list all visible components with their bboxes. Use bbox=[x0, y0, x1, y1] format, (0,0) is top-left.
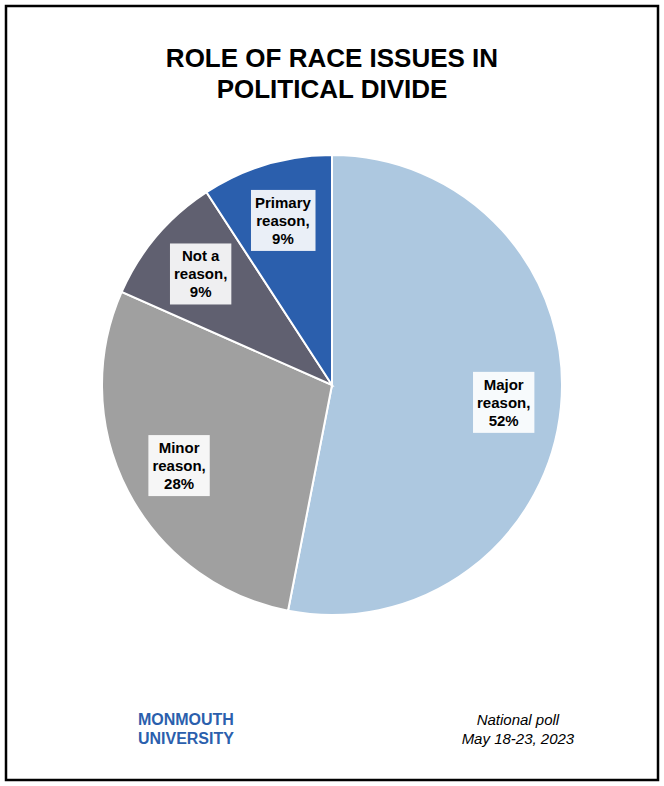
text-line: MONMOUTH bbox=[138, 711, 234, 728]
data-label-group: Not areason,9% bbox=[170, 243, 231, 304]
text-line: POLITICAL DIVIDE bbox=[217, 74, 448, 104]
border bbox=[6, 6, 658, 780]
data-labels: Majorreason,52%Minorreason,28%Not areaso… bbox=[148, 190, 534, 496]
label-background bbox=[251, 190, 316, 251]
data-label-group: Minorreason,28% bbox=[148, 435, 209, 496]
text-line: Not a bbox=[182, 247, 220, 264]
text-line: reason, bbox=[152, 457, 205, 474]
data-label: Majorreason,52% bbox=[477, 376, 530, 429]
text-line: Major bbox=[484, 376, 524, 393]
title: ROLE OF RACE ISSUES INPOLITICAL DIVIDE bbox=[166, 43, 498, 104]
data-label: Not areason,9% bbox=[174, 247, 227, 300]
text-line: National poll bbox=[477, 711, 560, 728]
pie bbox=[102, 155, 562, 615]
text-line: reason, bbox=[174, 265, 227, 282]
text-line: ROLE OF RACE ISSUES IN bbox=[166, 43, 498, 73]
text-line: 9% bbox=[272, 230, 294, 247]
data-label-group: Majorreason,52% bbox=[473, 372, 534, 433]
background bbox=[0, 0, 664, 786]
data-label-group: Primaryreason,9% bbox=[251, 190, 316, 251]
text-line: Minor bbox=[159, 439, 200, 456]
data-label: Minorreason,28% bbox=[152, 439, 205, 492]
label-background bbox=[170, 243, 231, 304]
text-line: 9% bbox=[190, 283, 212, 300]
label-background bbox=[473, 372, 534, 433]
text-line: 52% bbox=[489, 412, 519, 429]
text-line: Primary bbox=[255, 194, 312, 211]
annotation: MONMOUTH UNIVERSITY bbox=[138, 711, 234, 747]
text-line: UNIVERSITY bbox=[138, 730, 234, 747]
data-label: Primaryreason,9% bbox=[255, 194, 312, 247]
text-line: reason, bbox=[477, 394, 530, 411]
chart: ROLE OF RACE ISSUES INPOLITICAL DIVIDE Ma… bbox=[0, 0, 664, 786]
annotation: National poll May 18-23, 2023 bbox=[462, 711, 575, 747]
text-line: reason, bbox=[256, 212, 309, 229]
label-background bbox=[148, 435, 209, 496]
text-line: 28% bbox=[164, 475, 194, 492]
text-line: May 18-23, 2023 bbox=[462, 730, 575, 747]
